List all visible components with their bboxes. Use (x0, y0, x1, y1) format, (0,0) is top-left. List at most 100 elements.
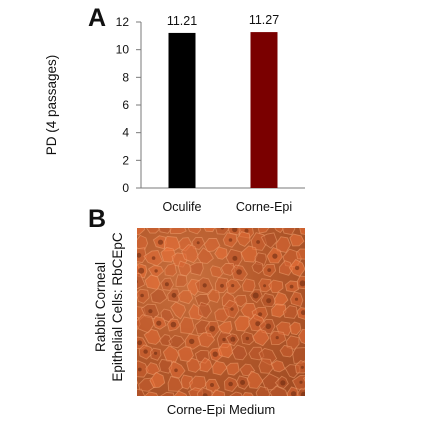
cell-shape (199, 357, 213, 373)
cell-shape (137, 360, 149, 378)
cell-shape (257, 228, 270, 234)
cell-shape (197, 332, 216, 348)
cell-shape (270, 360, 286, 373)
cell-shape (160, 246, 176, 263)
cell-nucleus (232, 228, 238, 233)
cell-nucleus (300, 365, 304, 369)
y-ticks: 0 2 4 6 8 10 12 (116, 15, 141, 195)
cell-micrograph-image (137, 228, 305, 396)
cell-shape (137, 272, 146, 290)
cell-nucleus (174, 368, 178, 373)
cell-nucleus (275, 336, 279, 340)
bar-oculife (168, 32, 196, 189)
cell-shape (271, 303, 287, 318)
cell-nucleus (196, 241, 200, 245)
cell-nucleus (202, 283, 207, 288)
cell-shape (269, 385, 289, 396)
cell-nucleus (140, 293, 144, 298)
cell-shape (196, 386, 213, 396)
cell-shape (297, 328, 305, 345)
cell-nucleus (209, 325, 216, 332)
bar-corne-epi (250, 32, 278, 189)
cell-nucleus (289, 284, 294, 289)
cell-shape (137, 247, 147, 264)
cell-shape (211, 389, 226, 396)
cell-nucleus (301, 391, 305, 396)
cell-nucleus (210, 383, 214, 387)
cell-nucleus (300, 310, 305, 316)
bar-chart: 0 2 4 6 8 10 12 11.21 11.27 Oculife Corne-Epi (116, 13, 305, 214)
cell-shape (279, 344, 294, 358)
cell-shape (177, 260, 193, 277)
cell-shape (251, 260, 264, 275)
cell-shape (175, 274, 188, 287)
cell-shape (242, 392, 254, 396)
cell-shape (299, 228, 305, 235)
cell-shape (173, 390, 188, 396)
cell-nucleus (236, 269, 242, 275)
cell-nucleus (266, 298, 272, 304)
category-label-corne-epi: Corne-Epi (236, 200, 292, 214)
cell-nucleus (230, 307, 234, 311)
cell-nucleus (143, 349, 148, 354)
data-labels: 11.21 11.27 (167, 13, 279, 28)
cell-nucleus (280, 380, 286, 386)
cell-shape (137, 388, 146, 396)
cell-nucleus (228, 381, 233, 387)
cell-shape (181, 244, 200, 264)
y-tick-label: 4 (122, 126, 129, 140)
cell-nucleus (265, 323, 272, 330)
y-tick-label: 10 (116, 43, 130, 57)
cell-nucleus (256, 240, 260, 244)
cell-shape (206, 288, 221, 304)
cell-shape (203, 228, 216, 233)
cell-nucleus (137, 367, 142, 372)
cell-texture (137, 228, 305, 396)
micrograph-caption: Corne-Epi Medium (166, 402, 276, 417)
data-label-corne-epi: 11.27 (249, 13, 279, 27)
cell-shape (170, 301, 187, 320)
cell-nucleus (244, 228, 249, 233)
cell-shape (236, 231, 251, 247)
y-tick-label: 8 (122, 70, 129, 84)
category-labels: Oculife Corne-Epi (163, 200, 293, 214)
cell-shape (189, 262, 204, 276)
panel-a-letter: A (88, 4, 107, 32)
cell-nucleus (164, 282, 169, 287)
cell-shape (268, 279, 284, 294)
cell-shape (214, 246, 228, 260)
cell-shape (231, 344, 248, 361)
cell-shape (289, 321, 302, 336)
cell-shape (295, 248, 305, 260)
cell-nucleus (137, 279, 138, 284)
y-tick-label: 0 (122, 181, 129, 195)
bars (168, 32, 278, 189)
cell-shape (246, 370, 264, 389)
cell-shape (255, 385, 271, 396)
cell-shape (240, 245, 258, 263)
cell-shape (137, 234, 149, 250)
cell-nucleus (258, 312, 263, 317)
cell-nucleus (220, 228, 225, 230)
cell-shape (144, 274, 161, 291)
cell-nucleus (263, 284, 267, 288)
cell-shape (225, 362, 240, 376)
cell-shape (158, 334, 173, 347)
cell-shape (186, 357, 202, 373)
cell-shape (196, 247, 214, 264)
cell-shape (179, 316, 195, 335)
cell-shape (274, 228, 285, 234)
cell-shape (215, 228, 229, 235)
cell-shape (143, 328, 162, 345)
cell-shape (150, 288, 168, 304)
cell-nucleus (299, 380, 303, 384)
cell-nucleus (212, 351, 218, 357)
cell-nucleus (272, 253, 278, 259)
cell-shape (177, 290, 194, 305)
cell-shape (197, 301, 213, 319)
cell-nucleus (154, 351, 158, 355)
cell-nucleus (170, 321, 177, 328)
cell-nucleus (222, 337, 226, 342)
cell-nucleus (171, 292, 177, 298)
data-label-oculife: 11.21 (167, 14, 197, 28)
